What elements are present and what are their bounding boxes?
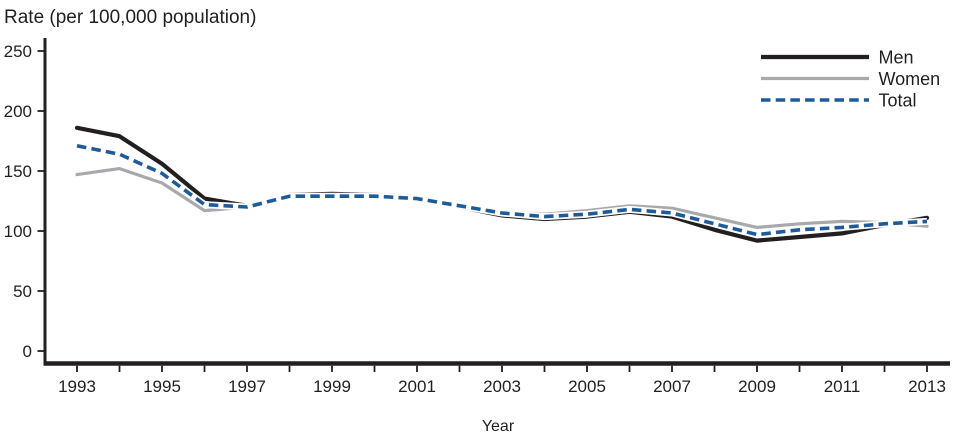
x-tick-label: 2013 <box>908 377 946 396</box>
y-tick-label: 50 <box>13 282 32 301</box>
x-tick-label: 2003 <box>483 377 521 396</box>
x-tick-label: 1995 <box>143 377 181 396</box>
y-tick-label: 0 <box>23 342 32 361</box>
y-tick-label: 250 <box>4 42 32 61</box>
x-tick-label: 2005 <box>568 377 606 396</box>
x-axis-title: Year <box>482 418 515 435</box>
x-tick-label: 1997 <box>228 377 266 396</box>
y-tick-label: 150 <box>4 162 32 181</box>
axis-ticks: 0 50 100 150 200 250 1993 1995 1997 1999 2001 2003 2… <box>4 42 946 396</box>
legend-label-men: Men <box>879 48 914 68</box>
chart-title: Rate (per 100,000 population) <box>4 7 256 28</box>
legend-label-women: Women <box>879 69 941 89</box>
x-tick-label: 2001 <box>398 377 436 396</box>
line-total-casing <box>76 142 928 239</box>
x-tick-label: 2011 <box>824 377 861 396</box>
line-total <box>76 144 928 237</box>
x-tick-label: 2007 <box>653 377 691 396</box>
legend-label-total: Total <box>879 91 917 111</box>
series-lines <box>74 125 930 243</box>
y-tick-label: 200 <box>4 102 32 121</box>
x-tick-label: 1999 <box>313 377 351 396</box>
x-tick-label: 1993 <box>58 377 96 396</box>
x-tick-label: 2009 <box>738 377 776 396</box>
axes <box>43 38 950 366</box>
y-tick-label: 100 <box>4 222 32 241</box>
